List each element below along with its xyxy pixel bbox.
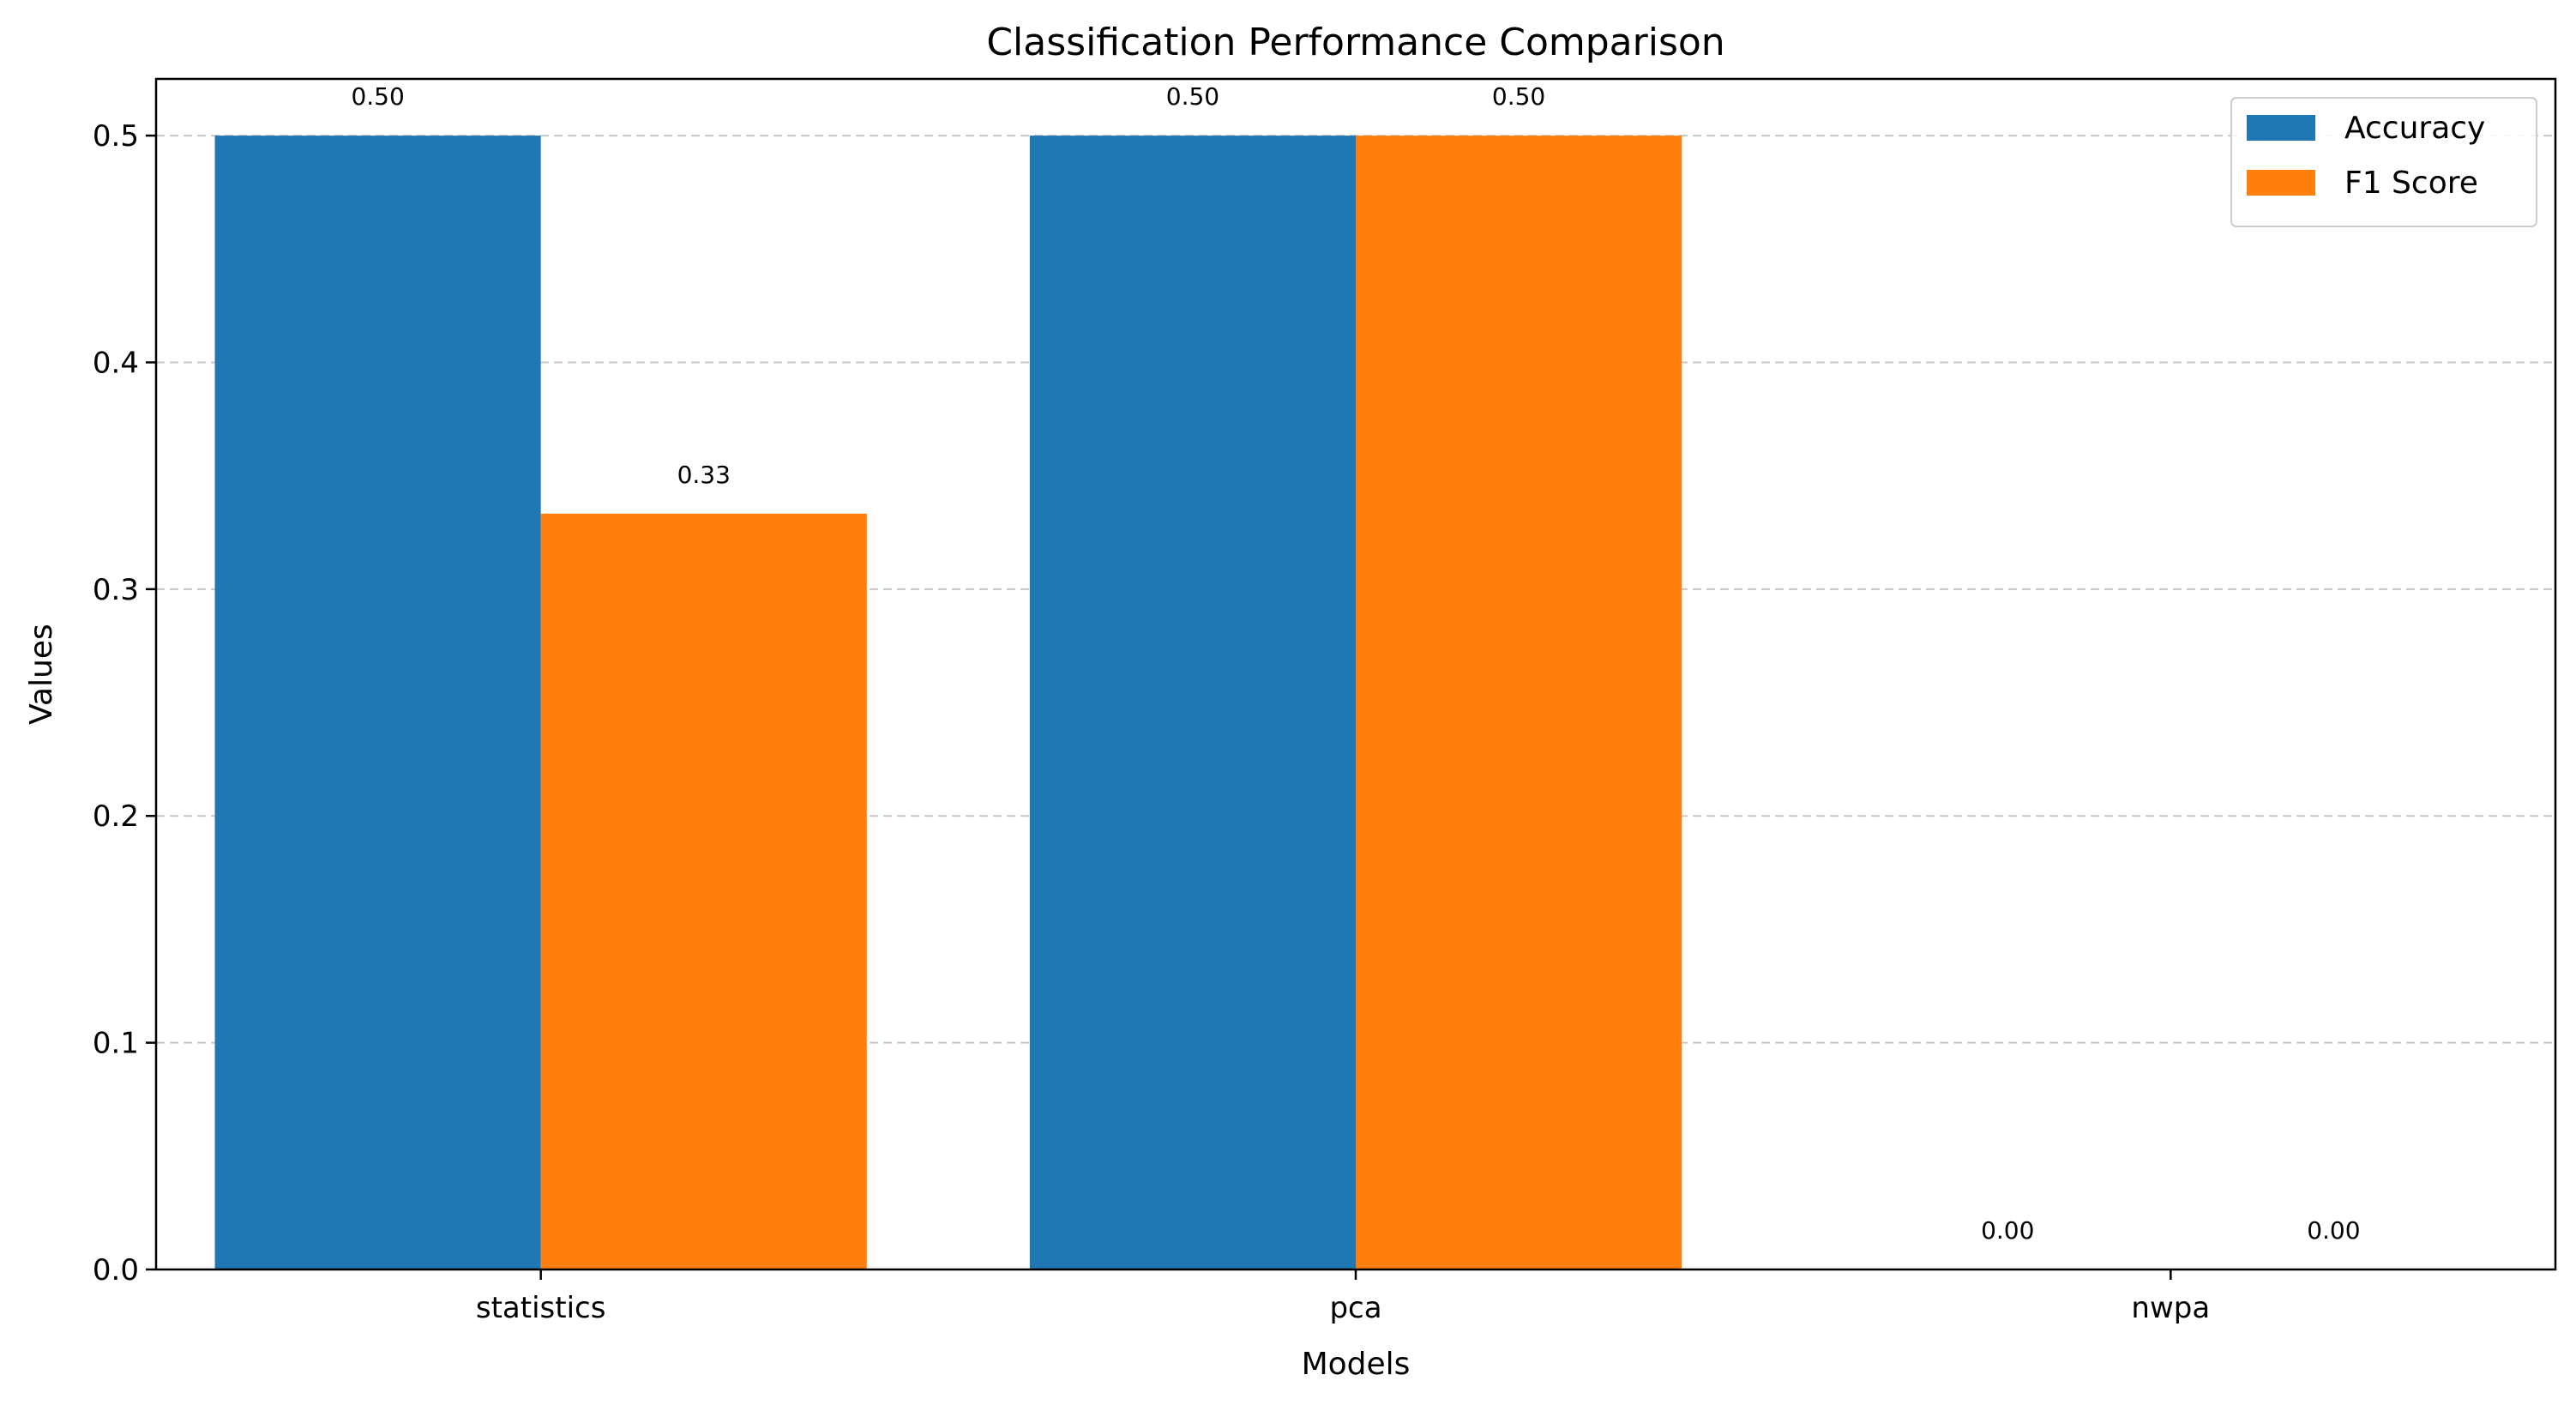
bar-value-label: 0.50 (1166, 82, 1219, 111)
y-tick-label: 0.2 (93, 799, 139, 834)
legend-label: Accuracy (2344, 111, 2485, 146)
bar-accuracy (214, 136, 541, 1270)
y-tick-label: 0.0 (93, 1253, 139, 1287)
y-tick-label: 0.5 (93, 119, 139, 154)
data-labels: 0.50 0.50 0.00 0.33 0.50 0.00 (351, 82, 2360, 1245)
x-tick-label: pca (1329, 1291, 1381, 1325)
bar-value-label: 0.00 (2307, 1216, 2360, 1245)
bar-f1-score (540, 513, 867, 1269)
y-axis-label: Values (24, 624, 59, 725)
chart-title: Classification Performance Comparison (986, 21, 1724, 64)
bars (214, 136, 1682, 1270)
bar-value-label: 0.33 (677, 461, 731, 489)
legend-swatch (2247, 170, 2315, 196)
legend-label: F1 Score (2344, 166, 2478, 201)
y-tick-label: 0.3 (93, 573, 139, 607)
bar-accuracy (1029, 136, 1356, 1270)
bar-f1-score (1356, 136, 1682, 1270)
x-tick-label: statistics (476, 1291, 606, 1325)
y-tick-label: 0.1 (93, 1027, 139, 1061)
y-axis: 0.0 0.1 0.2 0.3 0.4 0.5 (93, 119, 156, 1287)
bar-value-label: 0.50 (351, 82, 404, 111)
x-axis-label: Models (1302, 1347, 1411, 1382)
legend-swatch (2247, 115, 2315, 141)
y-tick-label: 0.4 (93, 346, 139, 380)
bar-value-label: 0.00 (1981, 1216, 2034, 1245)
legend: Accuracy F1 Score (2230, 97, 2537, 227)
bar-value-label: 0.50 (1492, 82, 1545, 111)
x-tick-label: nwpa (2131, 1291, 2210, 1325)
x-axis: statistics pca nwpa (476, 1269, 2210, 1325)
